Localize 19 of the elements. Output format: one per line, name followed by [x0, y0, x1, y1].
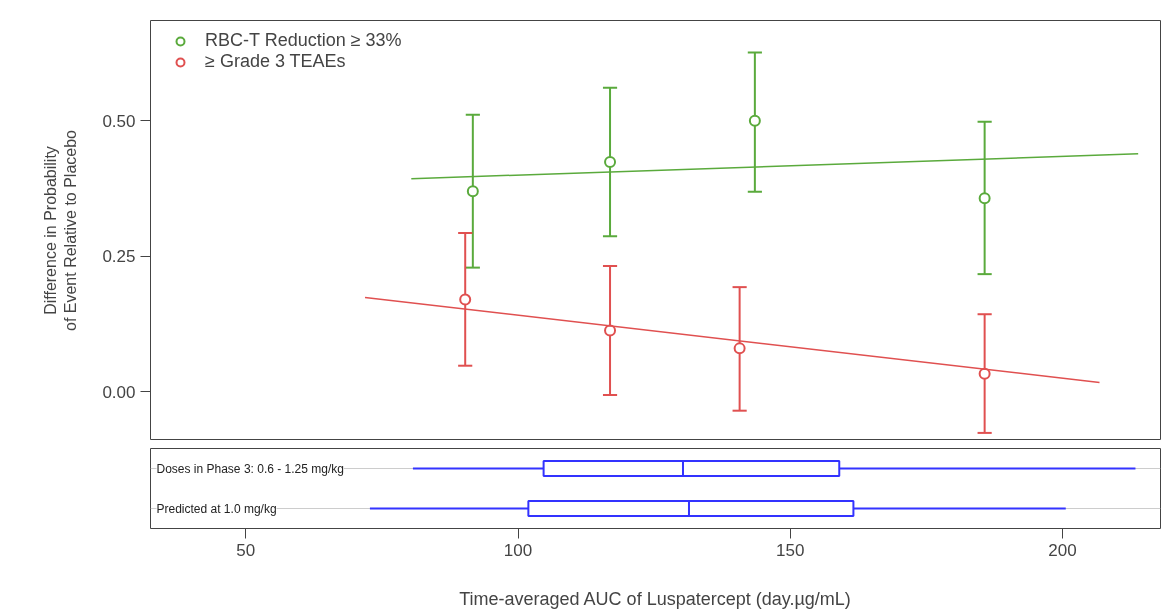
- y-axis-title: Difference in Probability of Event Relative to Placebo: [42, 129, 80, 331]
- y-tick-label: 0.50: [102, 111, 136, 131]
- point: [748, 114, 761, 127]
- legend-label: RBC-T Reduction ≥ 33%: [205, 30, 402, 51]
- point: [466, 185, 479, 198]
- point: [978, 192, 991, 205]
- x-tick-label: 200: [1048, 540, 1077, 560]
- y-tick-label: 0.25: [102, 247, 136, 267]
- point: [459, 293, 472, 306]
- category-label: Predicted at 1.0 mg/kg: [156, 501, 277, 516]
- point: [733, 342, 746, 355]
- x-axis-title: Time-averaged AUC of Luspatercept (day.µg/mL): [459, 588, 851, 609]
- y-tick-label: 0.00: [102, 382, 136, 402]
- point: [604, 155, 617, 168]
- category-label: Doses in Phase 3: 0.6 - 1.25 mg/kg: [156, 461, 344, 476]
- x-tick-label: 100: [503, 540, 533, 560]
- legend-label: ≥ Grade 3 TEAEs: [205, 51, 346, 72]
- x-tick-label: 150: [776, 540, 805, 560]
- x-tick-label: 50: [236, 540, 256, 560]
